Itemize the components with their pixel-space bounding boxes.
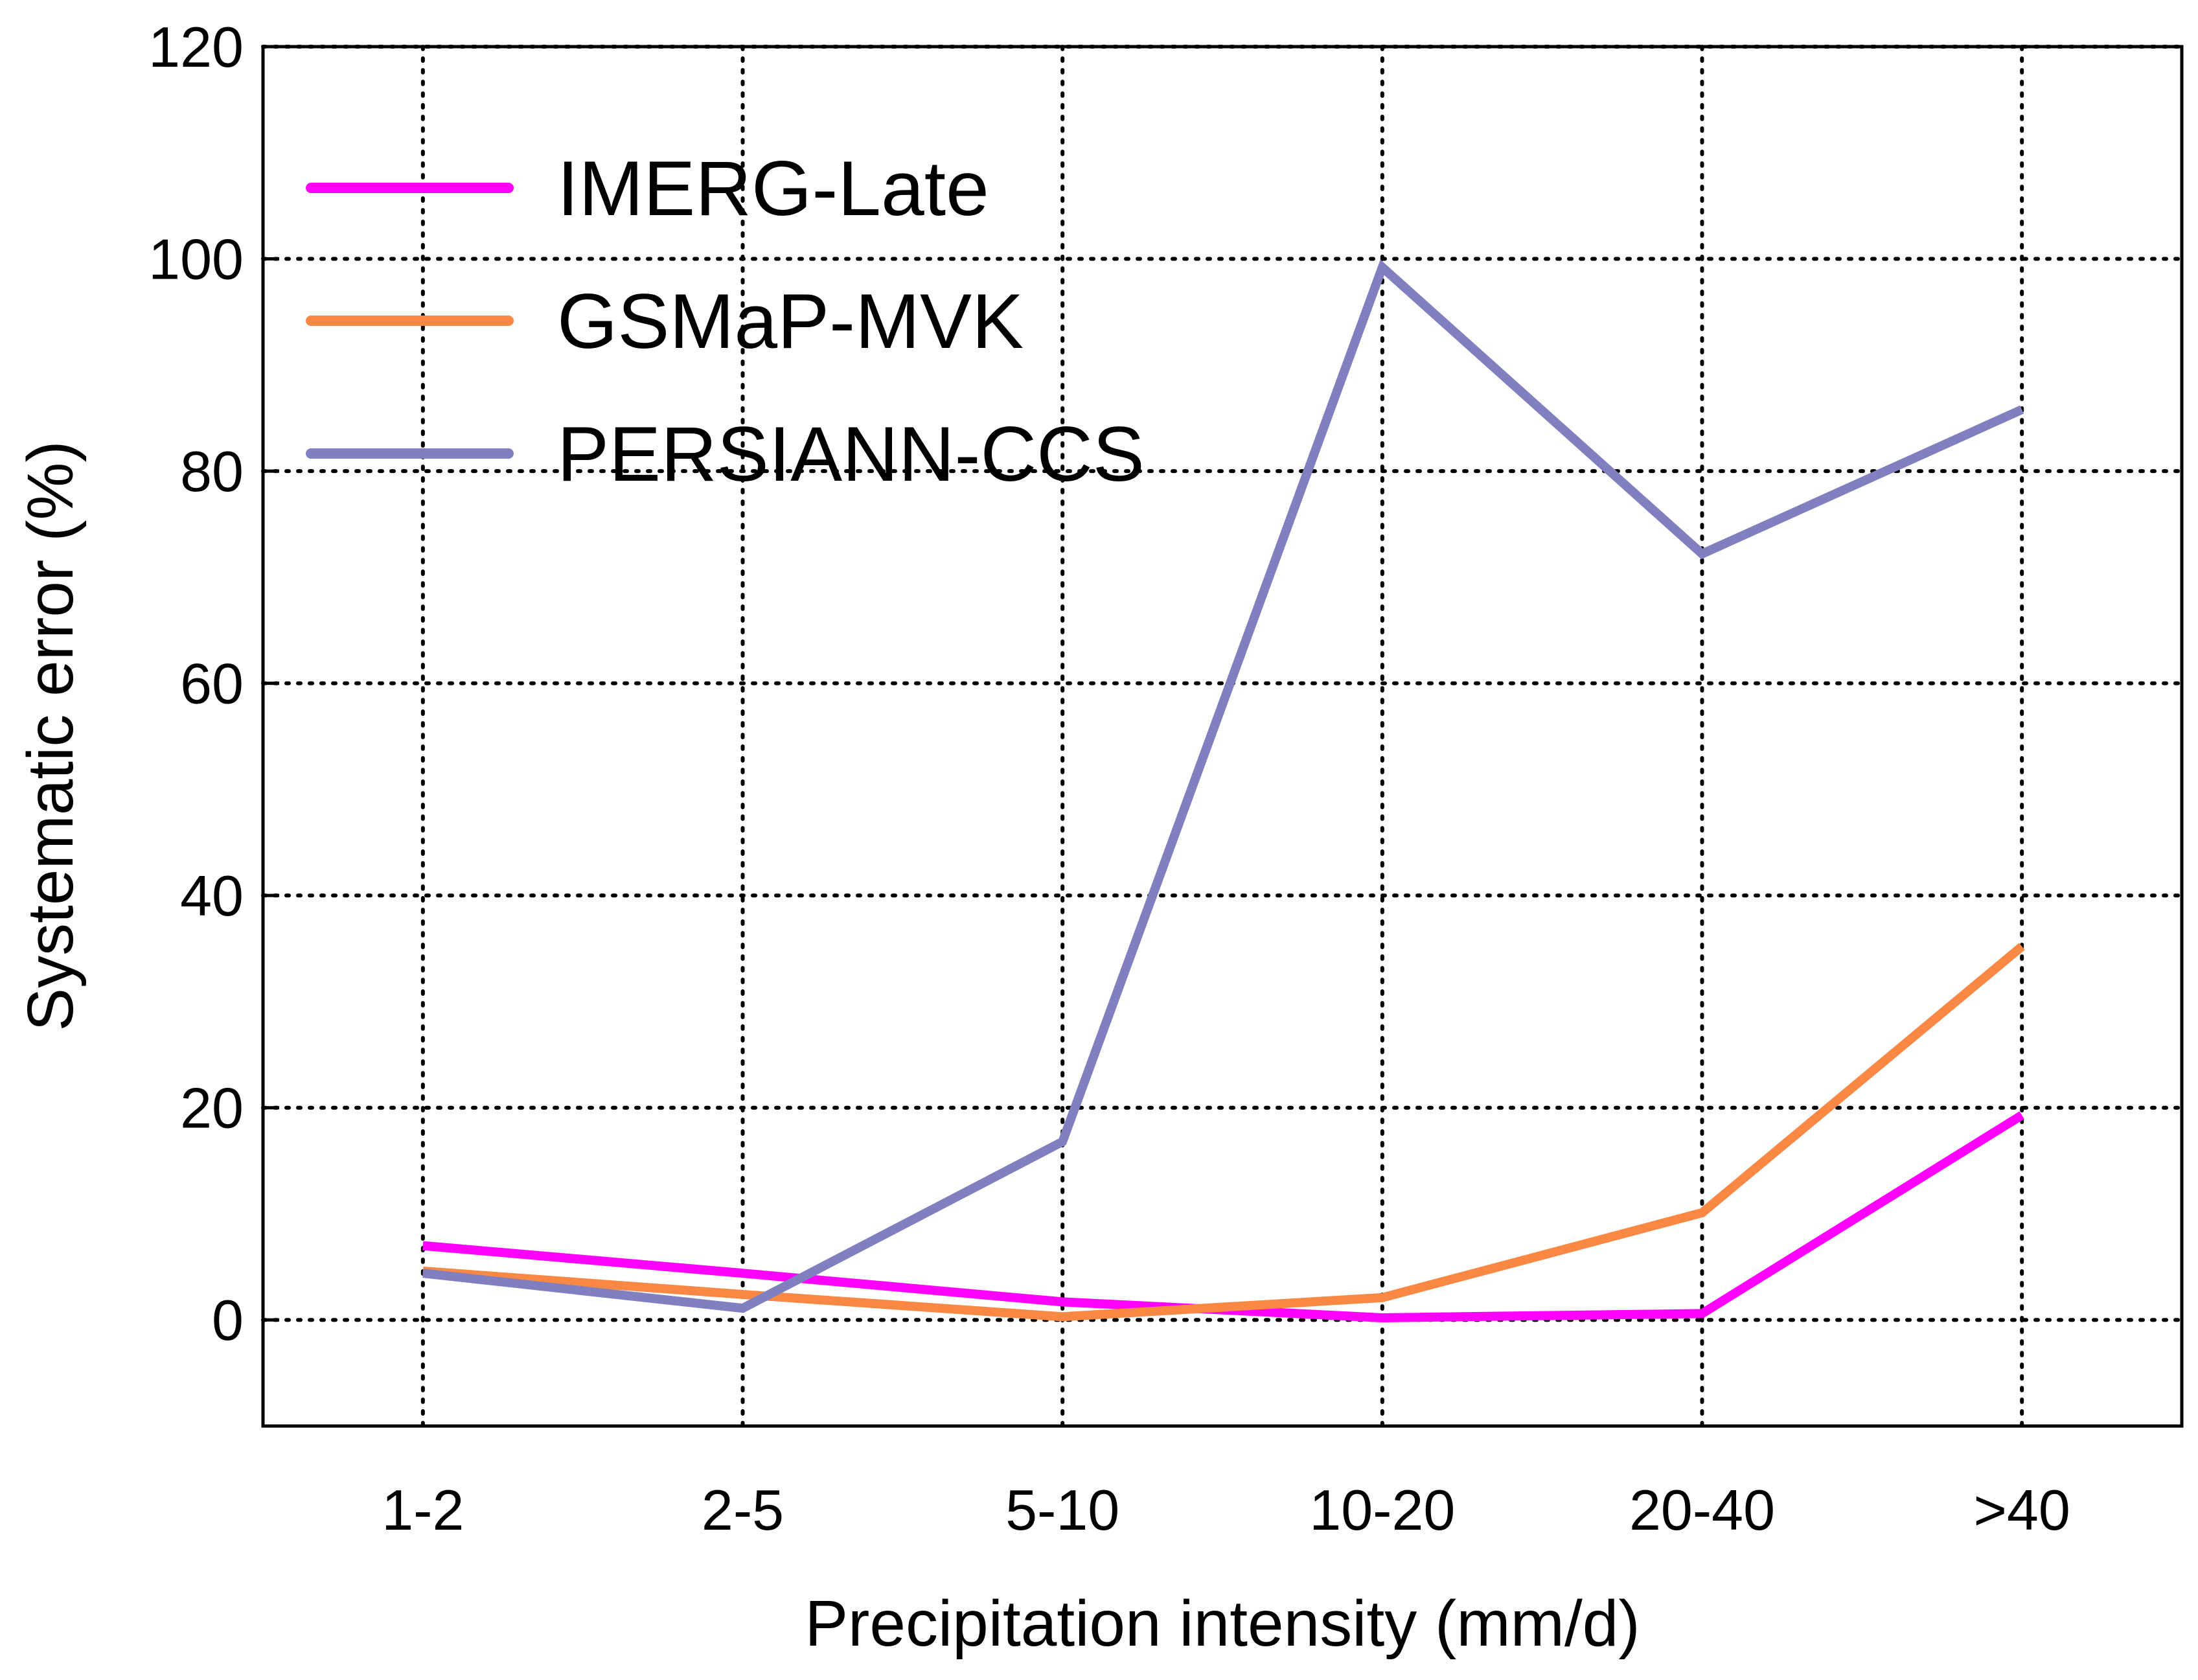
x-tick-label: >40 [1974,1478,2070,1542]
plot-frame [261,45,2184,1428]
legend-label: IMERG-Late [557,145,989,232]
x-tick-labels: 1-2 2-5 5-10 10-20 20-40 >40 [382,1478,2070,1542]
x-tick-label: 10-20 [1309,1478,1455,1542]
x-tick-label: 5-10 [1005,1478,1119,1542]
x-tick-label: 1-2 [382,1478,464,1542]
y-axis-label: Systematic error (%) [14,441,87,1031]
legend-label: PERSIANN-CCS [557,411,1145,498]
y-tick-label: 0 [212,1288,244,1352]
y-tick-label: 80 [180,439,244,503]
y-tick-label: 100 [148,227,244,292]
legend-label: GSMaP-MVK [557,278,1024,365]
legend: IMERG-Late GSMaP-MVK PERSIANN-CCS [306,145,1145,498]
x-axis-label: Precipitation intensity (mm/d) [805,1587,1640,1660]
series-line-persiann-ccs [422,259,2024,1313]
y-tick-labels: 0 20 40 60 80 100 120 [148,15,244,1352]
y-tick-label: 60 [180,652,244,716]
series-lines [422,259,2025,1322]
x-tick-label: 2-5 [702,1478,784,1542]
x-tick-label: 20-40 [1629,1478,1775,1542]
y-tick-label: 120 [148,15,244,79]
series-line-gsmap-mvk [422,943,2025,1322]
y-tick-label: 40 [180,864,244,928]
grid [261,45,2184,1428]
y-tick-label: 20 [180,1076,244,1140]
